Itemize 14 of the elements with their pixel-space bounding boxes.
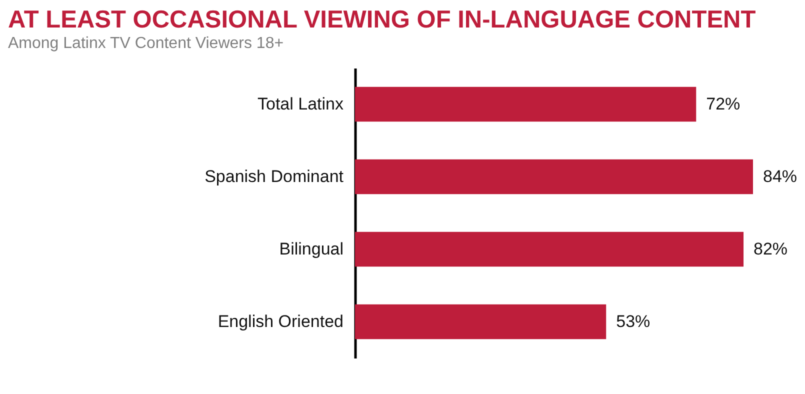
bar (355, 304, 606, 340)
bar (355, 232, 744, 267)
text: Among Latinx TV Content Viewers 18+ (8, 35, 284, 52)
bar (355, 159, 753, 194)
data-label: 53% (616, 312, 650, 331)
y-tick-label: Spanish Dominant (204, 166, 344, 186)
data-label: 84% (763, 166, 798, 186)
data-label: 72% (706, 94, 740, 114)
y-tick-label: Total Latinx (258, 94, 344, 114)
data-label: 82% (754, 239, 788, 258)
bar (355, 86, 696, 122)
y-tick-label: English Oriented (218, 312, 344, 331)
y-tick-label: Bilingual (279, 239, 344, 258)
chart-title: AT LEAST OCCASIONAL VIEWING OF IN-LANGUAGE CONTENT (8, 6, 756, 34)
